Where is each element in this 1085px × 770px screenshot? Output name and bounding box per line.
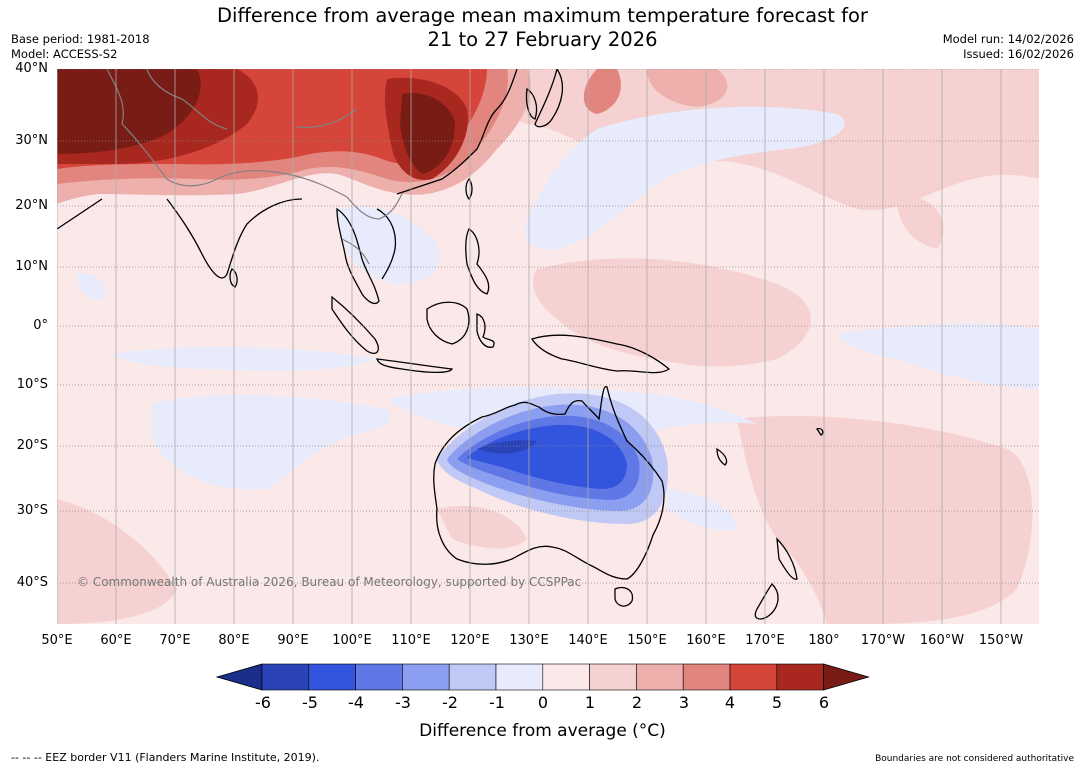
colorbar-cell [495,663,544,691]
colorbar-tick-minus1: -1 [489,693,505,712]
colorbar-cell [589,663,637,691]
lon-label-60e: 60°E [100,633,132,648]
model-run: Model run: 14/02/2026 [942,32,1074,46]
lon-label-80e: 80°E [218,633,250,648]
india-coast [166,198,303,279]
lat-label-equator: 0° [33,318,48,333]
sulawesi-coast [476,313,495,348]
title-line-2: 21 to 27 February 2026 [427,28,658,51]
lon-label-70e: 70°E [159,633,191,648]
taiwan-coast [465,177,473,201]
japan-coast [534,69,564,128]
colorbar-tick-5: 5 [771,693,783,712]
colorbar-tick-1: 1 [584,693,596,712]
colorbar-cell [261,663,310,691]
colorbar-cell [355,663,403,691]
new-caledonia [716,447,728,466]
meta-right: Model run: 14/02/2026 Issued: 16/02/2026 [943,32,1074,62]
lon-label-130e: 130°E [509,633,549,648]
sri-lanka-coast [229,268,238,288]
colorbar-cell [729,663,778,691]
colorbar-label: Difference from average (°C) [419,721,666,741]
lon-label-180: 180° [808,633,840,648]
arabia-coast [57,198,103,230]
anomaly-australia-cold [437,393,668,524]
lon-label-150w: 150°W [978,633,1024,648]
philippines-coast [465,228,490,295]
colorbar-extend-low [216,663,263,691]
country-borders [106,69,403,265]
lon-label-170e: 170°E [745,633,785,648]
lon-label-120e: 120°E [450,633,490,648]
colorbar-tick-minus5: -5 [302,693,318,712]
colorbar-tick-4: 4 [724,693,736,712]
lon-label-100e: 100°E [332,633,372,648]
colorbar-tick-minus3: -3 [395,693,411,712]
lat-label-20n: 20°N [15,198,48,213]
colorbar-tick-3: 3 [678,693,690,712]
sumatra-coast [331,295,379,354]
lat-label-30s: 30°S [16,503,48,518]
colorbar-cell [542,663,590,691]
base-period: Base period: 1981-2018 [11,32,150,46]
lon-label-110e: 110°E [391,633,431,648]
lon-label-170w: 170°W [860,633,906,648]
tasmania-coast [614,586,634,607]
lon-label-50e: 50°E [41,633,73,648]
colorbar-extend-high [823,663,870,691]
borneo-coast [426,301,470,345]
title-line-1: Difference from average mean maximum tem… [217,4,868,27]
lat-label-20s: 20°S [16,438,48,453]
issued-date: Issued: 16/02/2026 [963,47,1074,61]
colorbar-cell [308,663,356,691]
colorbar-tick-2: 2 [631,693,643,712]
lon-label-90e: 90°E [277,633,309,648]
forecast-map: © Commonwealth of Australia 2026, Bureau… [57,69,1039,624]
new-zealand-north [776,537,798,580]
lon-label-140e: 140°E [568,633,608,648]
colorbar-tick-0: 0 [537,693,549,712]
lat-label-30n: 30°N [15,133,48,148]
fiji-islands [816,427,824,436]
lat-label-40n: 40°N [15,61,48,76]
meridians [57,69,1002,624]
indochina-coast [336,207,380,305]
colorbar-cell [682,663,731,691]
colorbar-cell [402,663,450,691]
model-name: Model: ACCESS-S2 [11,47,118,61]
china-coast [396,69,518,195]
eez-legend: -- -- -- EEZ border V11 (Flanders Marine… [11,751,320,764]
colorbar [216,663,870,691]
anomaly-1-2-regions [57,69,1039,624]
anomaly-asia-warm [57,69,728,204]
map-title: Difference from average mean maximum tem… [0,4,1085,52]
java-coast [376,358,454,374]
new-guinea-coast [531,334,671,374]
lat-label-40s: 40°S [16,575,48,590]
colorbar-cell [448,663,497,691]
vietnam-coast [376,208,397,280]
australia-coast [433,386,665,580]
colorbar-tick-minus2: -2 [442,693,458,712]
korea-coast [525,87,538,120]
colorbar-cell [636,663,684,691]
colorbar-tick-minus4: -4 [348,693,364,712]
lat-label-10s: 10°S [16,377,48,392]
colorbar-tick-6: 6 [818,693,830,712]
meta-left: Base period: 1981-2018 Model: ACCESS-S2 [11,32,150,62]
lon-label-150e: 150°E [627,633,667,648]
copyright-notice: © Commonwealth of Australia 2026, Bureau… [77,575,581,589]
boundary-disclaimer: Boundaries are not considered authoritat… [875,754,1074,764]
lat-label-10n: 10°N [15,259,48,274]
coastlines [57,69,824,620]
lon-label-160e: 160°E [686,633,726,648]
colorbar-cell [776,663,824,691]
lon-label-160w: 160°W [919,633,965,648]
colorbar-tick-minus6: -6 [255,693,271,712]
